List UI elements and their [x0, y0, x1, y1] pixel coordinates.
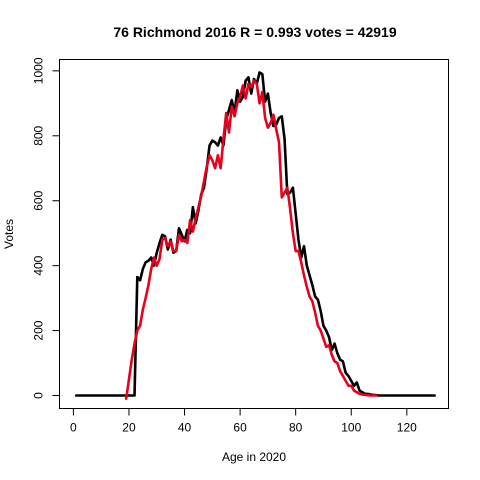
x-tick-label: 60: [233, 421, 247, 435]
y-tick-label: 0: [32, 392, 46, 399]
x-axis: 0 20 40 60 80 100 120: [70, 408, 417, 435]
x-tick-label: 100: [341, 421, 361, 435]
x-tick-label: 20: [122, 421, 136, 435]
red-series-line: [124, 79, 378, 401]
y-tick-label: 400: [32, 255, 46, 275]
y-tick-label: 1000: [32, 57, 46, 84]
chart-title: 76 Richmond 2016 R = 0.993 votes = 42919: [113, 24, 396, 40]
y-axis: 0 200 400 600 800 1000: [32, 57, 60, 399]
x-tick-label: 40: [178, 421, 192, 435]
series-layer: [74, 71, 436, 401]
x-tick-label: 0: [70, 421, 77, 435]
x-tick-label: 120: [397, 421, 417, 435]
x-tick-label: 80: [289, 421, 303, 435]
x-axis-label: Age in 2020: [222, 450, 286, 464]
y-tick-label: 800: [32, 125, 46, 145]
plot-frame: [59, 59, 449, 409]
y-tick-label: 200: [32, 320, 46, 340]
black-series-line: [74, 71, 436, 397]
y-tick-label: 600: [32, 190, 46, 210]
y-axis-label: Votes: [2, 219, 16, 249]
